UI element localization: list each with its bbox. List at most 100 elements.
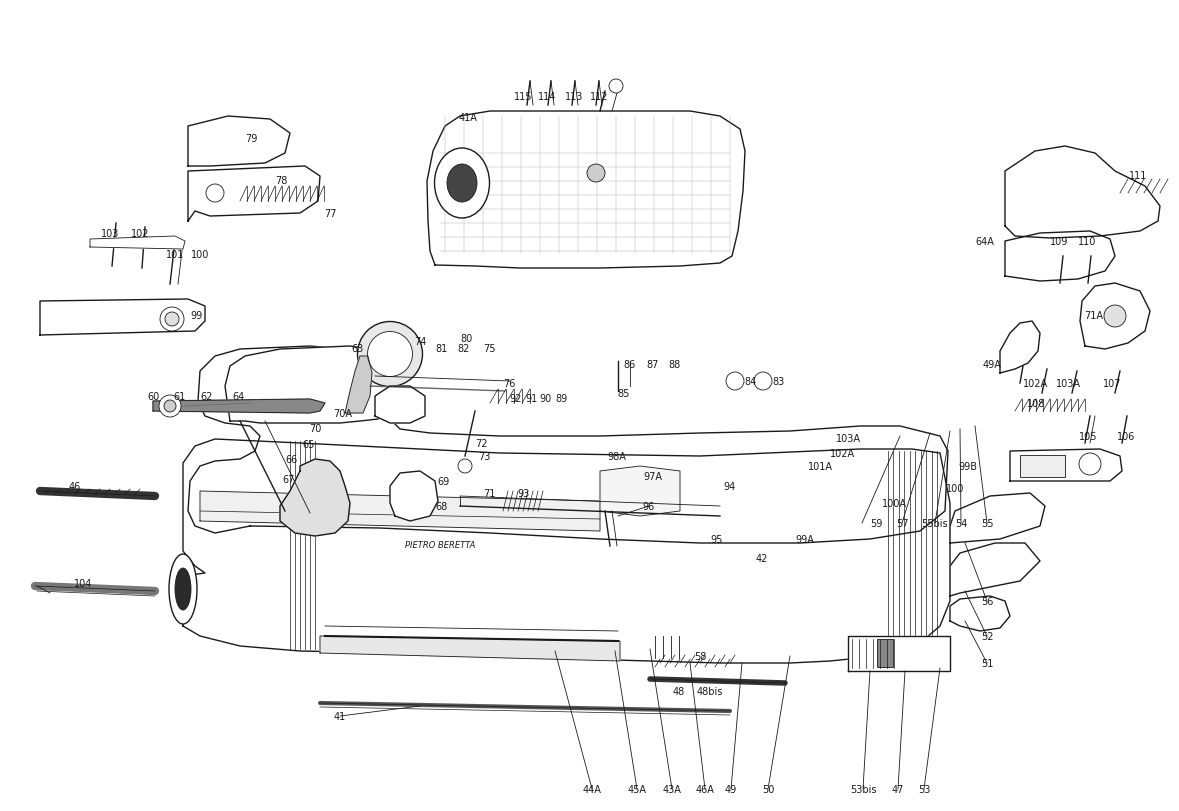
Ellipse shape (726, 372, 744, 391)
Text: 46: 46 (68, 482, 81, 491)
Polygon shape (848, 636, 950, 672)
Text: 87: 87 (647, 359, 659, 370)
Ellipse shape (435, 148, 489, 219)
Text: 48bis: 48bis (697, 686, 723, 696)
Ellipse shape (1104, 306, 1126, 328)
Text: 48: 48 (673, 686, 685, 696)
Text: 107: 107 (1102, 379, 1121, 388)
Text: 99A: 99A (796, 534, 815, 544)
Polygon shape (90, 237, 185, 250)
Ellipse shape (610, 80, 623, 94)
Text: 113: 113 (565, 92, 584, 102)
Polygon shape (153, 400, 325, 414)
Text: 79: 79 (245, 134, 257, 144)
Polygon shape (345, 357, 373, 414)
Text: 110: 110 (1078, 237, 1096, 247)
Text: 105: 105 (1079, 431, 1098, 441)
Text: 95: 95 (711, 534, 723, 544)
Text: 77: 77 (324, 208, 336, 219)
Text: 44A: 44A (582, 784, 601, 794)
Bar (1020, 456, 1065, 478)
Text: 85: 85 (618, 388, 631, 398)
Ellipse shape (755, 372, 772, 391)
Text: 57: 57 (896, 518, 908, 528)
Text: 98A: 98A (607, 452, 626, 461)
Text: 97A: 97A (644, 471, 663, 482)
Text: 70A: 70A (334, 409, 353, 418)
Text: 45A: 45A (627, 784, 646, 794)
Text: 41A: 41A (459, 113, 477, 122)
Text: 106: 106 (1117, 431, 1135, 441)
Text: 115: 115 (514, 92, 532, 102)
Text: 91: 91 (525, 393, 538, 404)
Text: 59: 59 (870, 518, 882, 528)
Text: 53bis: 53bis (850, 784, 876, 794)
Text: 109: 109 (1049, 237, 1068, 247)
Text: 75: 75 (482, 344, 495, 354)
Ellipse shape (174, 569, 191, 610)
Text: 54: 54 (955, 518, 967, 528)
Text: 100A: 100A (882, 499, 907, 508)
Text: 111: 111 (1128, 171, 1147, 181)
Text: 84: 84 (745, 376, 757, 387)
Text: 114: 114 (538, 92, 556, 102)
Text: 49A: 49A (982, 359, 1001, 370)
Text: 80: 80 (461, 333, 473, 344)
Ellipse shape (447, 165, 477, 203)
Text: 61: 61 (173, 392, 185, 401)
Text: 64A: 64A (975, 237, 994, 247)
Text: 90: 90 (540, 393, 552, 404)
Polygon shape (279, 460, 350, 536)
Text: 52: 52 (981, 631, 993, 642)
Text: 63: 63 (351, 344, 363, 354)
Text: 94: 94 (724, 482, 736, 491)
Text: 62: 62 (200, 392, 213, 401)
Text: 82: 82 (457, 344, 470, 354)
Ellipse shape (368, 332, 413, 377)
Text: 58: 58 (693, 651, 706, 661)
Text: 102: 102 (131, 229, 150, 238)
Polygon shape (1005, 232, 1115, 281)
Text: 50: 50 (762, 784, 775, 794)
Polygon shape (187, 167, 320, 221)
Polygon shape (183, 440, 950, 663)
Polygon shape (1080, 284, 1150, 350)
Ellipse shape (169, 554, 197, 624)
Text: 112: 112 (590, 92, 608, 102)
Polygon shape (40, 299, 205, 336)
Text: 51: 51 (981, 659, 993, 668)
Text: 92: 92 (509, 393, 522, 404)
Text: 53: 53 (917, 784, 930, 794)
Polygon shape (950, 543, 1040, 596)
Text: 41: 41 (334, 711, 347, 721)
Text: 70: 70 (309, 423, 321, 433)
Text: 104: 104 (74, 578, 92, 588)
Text: 67: 67 (283, 474, 295, 484)
Text: PIETRO BERETTA: PIETRO BERETTA (404, 540, 475, 549)
Text: 49: 49 (725, 784, 737, 794)
Polygon shape (950, 493, 1045, 543)
Text: 83: 83 (773, 376, 785, 387)
Text: 89: 89 (555, 393, 568, 404)
Text: 55: 55 (981, 518, 993, 528)
Text: 46A: 46A (696, 784, 714, 794)
Text: 102A: 102A (1023, 379, 1048, 388)
Text: 47: 47 (891, 784, 904, 794)
Text: 99B: 99B (959, 461, 977, 471)
Text: 81: 81 (435, 344, 447, 354)
Text: 72: 72 (475, 439, 487, 448)
Text: 96: 96 (643, 501, 656, 512)
Text: 43A: 43A (663, 784, 681, 794)
Polygon shape (200, 491, 600, 531)
Ellipse shape (206, 185, 224, 203)
Text: 93: 93 (518, 488, 531, 499)
Text: 88: 88 (668, 359, 681, 370)
Ellipse shape (165, 312, 179, 327)
Text: 68: 68 (435, 501, 447, 512)
Text: 66: 66 (285, 454, 297, 465)
Polygon shape (427, 112, 745, 268)
Ellipse shape (1079, 453, 1101, 475)
Ellipse shape (587, 165, 605, 182)
Text: 74: 74 (414, 337, 426, 346)
Ellipse shape (160, 307, 184, 332)
